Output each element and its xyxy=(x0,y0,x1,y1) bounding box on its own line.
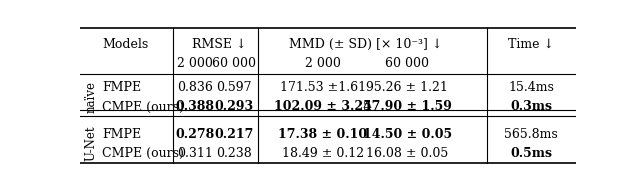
Text: 15.4ms: 15.4ms xyxy=(508,81,554,94)
Text: CMPE (ours): CMPE (ours) xyxy=(102,100,184,113)
Text: 0.597: 0.597 xyxy=(216,81,252,94)
Text: 0.293: 0.293 xyxy=(214,100,253,113)
Text: 2 000: 2 000 xyxy=(305,57,341,70)
Text: 95.26 ± 1.21: 95.26 ± 1.21 xyxy=(367,81,448,94)
Text: 0.836: 0.836 xyxy=(177,81,213,94)
Text: CMPE (ours): CMPE (ours) xyxy=(102,147,184,160)
Text: FMPE: FMPE xyxy=(102,81,141,94)
Text: naïve: naïve xyxy=(84,81,97,113)
Text: Models: Models xyxy=(102,38,148,51)
Text: 14.50 ± 0.05: 14.50 ± 0.05 xyxy=(363,127,452,141)
Text: 0.217: 0.217 xyxy=(214,127,253,141)
Text: 60 000: 60 000 xyxy=(212,57,256,70)
Text: 102.09 ± 3.24: 102.09 ± 3.24 xyxy=(274,100,372,113)
Text: U-Net: U-Net xyxy=(84,126,97,161)
Text: 18.49 ± 0.12: 18.49 ± 0.12 xyxy=(282,147,364,160)
Text: 0.3ms: 0.3ms xyxy=(510,100,552,113)
Text: Time ↓: Time ↓ xyxy=(508,38,554,51)
Text: FMPE: FMPE xyxy=(102,127,141,141)
Text: 171.53 ±1.61: 171.53 ±1.61 xyxy=(280,81,366,94)
Text: 0.311: 0.311 xyxy=(177,147,213,160)
Text: 60 000: 60 000 xyxy=(385,57,429,70)
Text: RMSE ↓: RMSE ↓ xyxy=(192,38,246,51)
Text: 57.90 ± 1.59: 57.90 ± 1.59 xyxy=(363,100,452,113)
Text: 0.278: 0.278 xyxy=(175,127,214,141)
Text: 17.38 ± 0.10: 17.38 ± 0.10 xyxy=(278,127,367,141)
Text: 2 000: 2 000 xyxy=(177,57,213,70)
Text: MMD (± SD) [× 10⁻³] ↓: MMD (± SD) [× 10⁻³] ↓ xyxy=(289,38,442,51)
Text: 16.08 ± 0.05: 16.08 ± 0.05 xyxy=(366,147,449,160)
Text: 0.238: 0.238 xyxy=(216,147,252,160)
Text: 0.388: 0.388 xyxy=(175,100,214,113)
Text: 565.8ms: 565.8ms xyxy=(504,127,558,141)
Text: 0.5ms: 0.5ms xyxy=(510,147,552,160)
